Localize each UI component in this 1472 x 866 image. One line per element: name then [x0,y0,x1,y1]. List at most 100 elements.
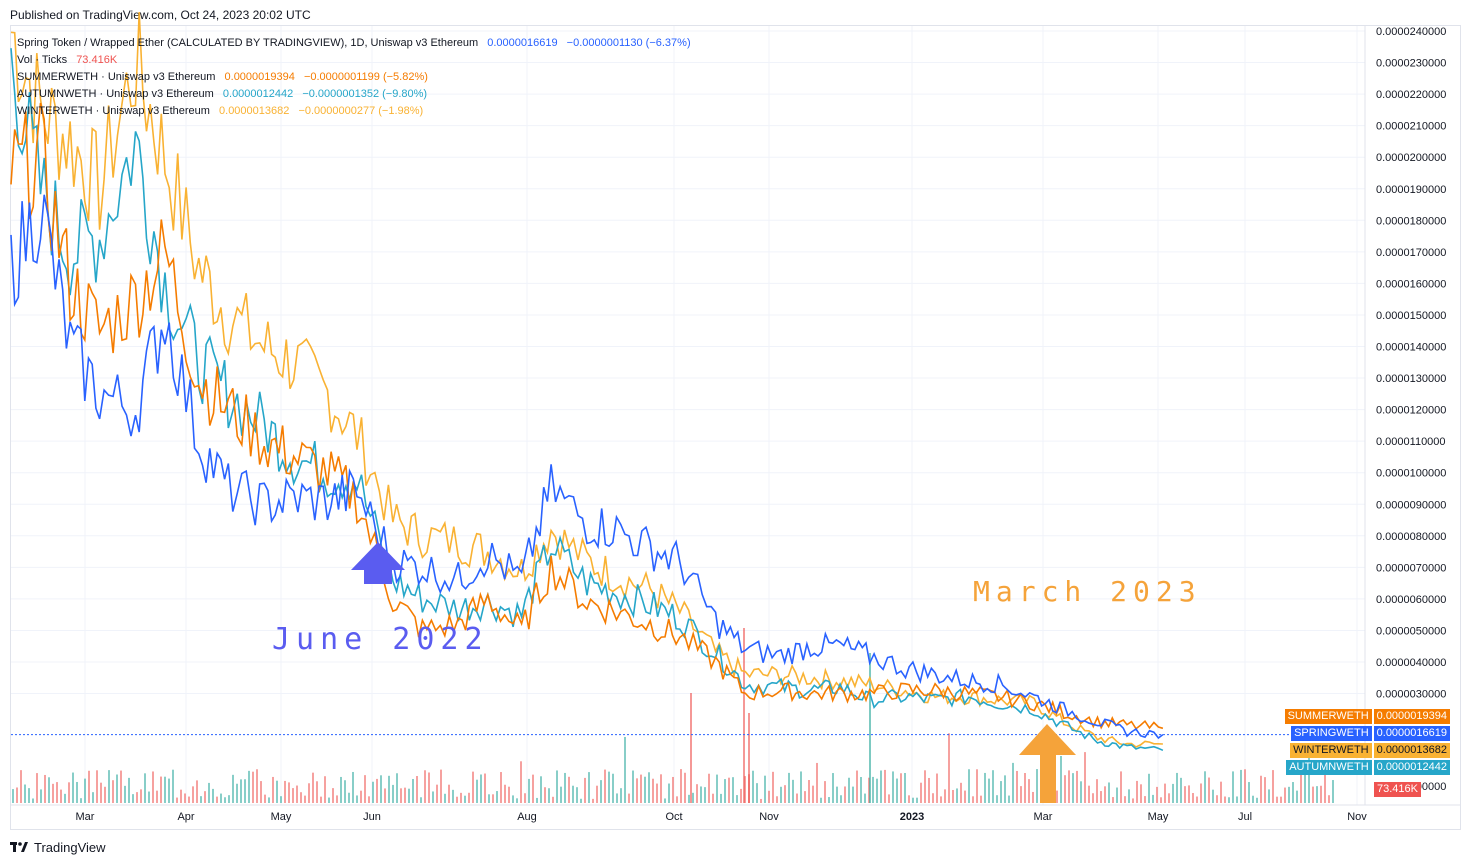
volume-bar [312,772,314,803]
volume-bar [1032,791,1034,803]
legend-vol-label: Vol · Ticks [17,54,68,66]
volume-bar [572,785,574,803]
volume-bar [1008,795,1010,803]
volume-bar [460,792,462,803]
x-tick-label: Nov [759,811,779,823]
volume-bar [712,793,714,803]
volume-bar [1268,789,1270,803]
volume-bar [1288,786,1290,803]
volume-bar [1316,786,1318,803]
volume-bar [432,791,434,803]
volume-bar [564,772,566,803]
volume-bar [220,793,222,803]
x-tick-label: May [1148,811,1169,823]
volume-bar [772,771,774,803]
volume-bar [732,777,734,803]
y-tick-label: 0.0000200000 [1376,152,1446,164]
volume-bar [400,788,402,803]
volume-bar [560,786,562,803]
volume-bar [256,769,258,803]
volume-bar [96,770,98,803]
volume-bar [480,774,482,803]
volume-bar [748,713,750,803]
volume-bar [1100,791,1102,803]
volume-bar [1232,771,1234,803]
annotation-june: June 2022 [272,622,489,657]
legend-vol-value: 73.416K [76,54,118,66]
volume-bar [184,793,186,803]
volume-bar [768,790,770,803]
volume-bar [280,796,282,803]
june-arrow-icon [351,542,405,584]
volume-bar [36,773,38,803]
legend-vol[interactable]: Vol · Ticks 73.416K [17,52,691,69]
volume-bar [940,796,942,803]
volume-bar [704,787,706,803]
legend-winter-change: −0.0000000277 (−1.98%) [298,105,424,117]
volume-bar [116,774,118,803]
volume-bar [112,780,114,803]
volume-bar [424,770,426,803]
volume-bar [869,653,871,803]
volume-bar [512,795,514,803]
y-tick-label: 0.0000230000 [1376,58,1446,70]
legend-winter[interactable]: WINTERWETH · Uniswap v3 Ethereum 0.00000… [17,103,691,120]
legend-autumn-change: −0.0000001352 (−9.80%) [302,88,428,100]
volume-bar [308,783,310,803]
volume-bar [576,787,578,803]
legend-main[interactable]: Spring Token / Wrapped Ether (CALCULATED… [17,35,691,52]
x-tick-label: Apr [177,811,194,823]
volume-bar [192,786,194,803]
volume-bar [72,772,74,803]
volume-bar [896,778,898,803]
price-tag-springweth: SPRINGWETH 0.0000016619 [1291,726,1450,741]
legend-autumn[interactable]: AUTUMNWETH · Uniswap v3 Ethereum 0.00000… [17,86,691,103]
volume-bar [1104,786,1106,803]
volume-bar [1004,775,1006,803]
volume-bar [108,770,110,803]
legend-autumn-value: 0.0000012442 [222,88,294,100]
price-tag-name: SPRINGWETH [1291,726,1372,741]
volume-bar [1324,772,1326,803]
footer: TradingView [10,840,106,855]
volume-bar [1132,798,1134,803]
volume-bar [1332,780,1334,803]
volume-bar [640,774,642,803]
volume-bar [168,778,170,803]
volume-bar [1192,793,1194,803]
volume-bar [284,780,286,803]
volume-bar [690,693,692,803]
price-tag-autumnweth: AUTUMNWETH 0.0000012442 [1286,760,1450,775]
volume-bar [700,786,702,803]
volume-bar [1168,793,1170,803]
volume-bar [160,776,162,803]
volume-bar [1300,770,1302,803]
y-tick-label: 0.0000120000 [1376,405,1446,417]
volume-bar [1272,770,1274,803]
volume-bar [880,770,882,803]
volume-bar [1148,773,1150,803]
volume-bar [756,783,758,803]
volume-bar [172,769,174,803]
volume-bar [1196,796,1198,803]
footer-brand[interactable]: TradingView [34,840,106,855]
price-tag-name: AUTUMNWETH [1286,760,1372,775]
tradingview-logo-icon[interactable] [10,841,28,854]
y-tick-label: 0.0000220000 [1376,89,1446,101]
volume-bar [200,796,202,803]
legend-summer-change: −0.0000001199 (−5.82%) [303,71,428,83]
volume-bar [980,795,982,803]
volume-bar [724,779,726,803]
volume-bar [80,798,82,803]
y-tick-label: 0.0000150000 [1376,310,1446,322]
volume-bar [612,773,614,803]
legend-summer[interactable]: SUMMERWETH · Uniswap v3 Ethereum 0.00000… [17,69,691,86]
volume-bar [1072,773,1074,803]
x-tick-label: Oct [665,811,682,823]
volume-bar [808,780,810,803]
volume-bar [488,794,490,803]
volume-bar [64,793,66,803]
volume-bar [496,791,498,803]
y-tick-label: 0.0000160000 [1376,278,1446,290]
